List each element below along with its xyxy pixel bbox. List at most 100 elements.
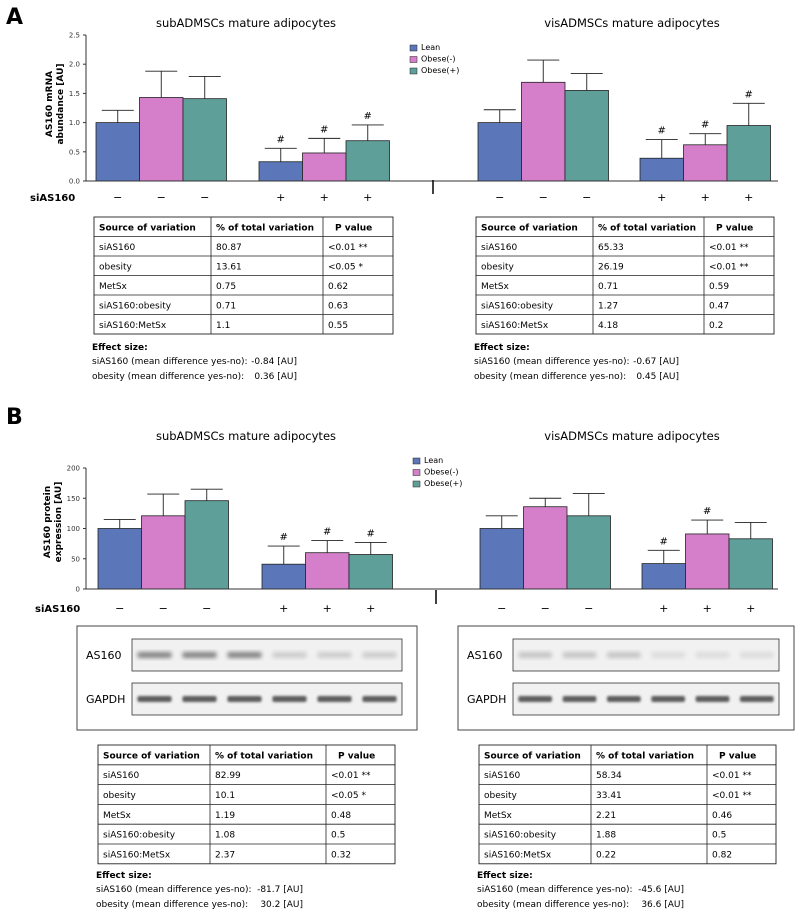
si-sign: − — [157, 191, 166, 204]
subplot-title: visADMSCs mature adipocytes — [544, 429, 719, 443]
table-cell: 0.75 — [216, 282, 236, 292]
effect-size-title: Effect size: — [474, 343, 530, 353]
table-header-cell: P value — [335, 223, 372, 233]
si-sign: − — [497, 602, 506, 615]
table-cell: 65.33 — [598, 243, 624, 253]
effect-size-title: Effect size: — [96, 871, 152, 881]
blot-band — [606, 652, 641, 658]
bar — [523, 506, 568, 590]
effect-size-value: 36.6 [AU] — [641, 900, 684, 910]
table-cell: <0.01 ** — [328, 243, 368, 253]
bar — [521, 81, 566, 182]
table-cell: MetSx — [99, 282, 128, 292]
table-cell: siAS160 — [103, 771, 140, 781]
significance-mark: # — [277, 134, 285, 145]
si-row-label: siAS160 — [35, 604, 80, 615]
bar — [564, 90, 609, 182]
bar — [141, 515, 186, 590]
blot-band — [182, 696, 217, 702]
table-cell: 10.1 — [215, 791, 235, 801]
blot-band — [518, 696, 553, 702]
legend-swatch — [412, 480, 421, 488]
y-axis-label: AS160 proteinexpression [AU] — [43, 482, 64, 563]
table-cell: 0.82 — [712, 850, 732, 860]
legend-swatch — [409, 56, 418, 63]
y-tick-label: 2.5 — [69, 32, 80, 40]
table-cell: <0.01 ** — [709, 243, 749, 253]
y-tick-label: 0.0 — [69, 178, 80, 186]
table-cell: <0.01 ** — [712, 771, 752, 781]
table-header-cell: P value — [716, 223, 753, 233]
table-header-cell: P value — [338, 751, 375, 761]
blot-band — [227, 696, 262, 702]
si-sign: − — [159, 602, 168, 615]
blot-band — [651, 652, 686, 658]
bar — [345, 140, 390, 182]
bar — [182, 98, 227, 182]
legend-swatch — [409, 67, 418, 75]
y-axis-label-line: AS160 protein — [43, 486, 53, 558]
blot-band — [739, 696, 774, 702]
western-blot: AS160 GAPDH — [457, 625, 795, 731]
legend-swatch — [409, 44, 418, 52]
effect-size-label: siAS160 (mean difference yes-no): — [92, 357, 248, 367]
y-axis-label-line: AS160 mRNA — [45, 71, 55, 137]
bar — [261, 563, 306, 590]
table-cell: <0.05 * — [328, 262, 363, 272]
blot-band — [362, 652, 397, 658]
y-axis-label-line: expression [AU] — [54, 482, 64, 563]
legend-label: Obese(+) — [421, 66, 459, 75]
effect-size-title: Effect size: — [92, 343, 148, 353]
table-cell: 0.5 — [331, 831, 345, 841]
table-cell: obesity — [103, 791, 136, 801]
bar — [302, 152, 347, 182]
blot-band — [606, 696, 641, 702]
bar — [95, 122, 140, 182]
significance-mark: # — [280, 532, 288, 543]
si-sign: + — [366, 602, 375, 615]
effect-size-value: 30.2 [AU] — [260, 900, 303, 910]
subplot-title: visADMSCs mature adipocytes — [544, 16, 719, 30]
effect-size-label: obesity (mean difference yes-no): — [92, 372, 244, 382]
si-sign: − — [541, 602, 550, 615]
blot-band — [272, 652, 307, 658]
table-header-cell: % of total variation — [216, 223, 314, 233]
table-cell: 0.47 — [709, 301, 729, 311]
y-tick-label: 0.5 — [69, 148, 80, 156]
table-header-cell: Source of variation — [99, 223, 196, 233]
table-cell: siAS160:obesity — [481, 301, 554, 311]
si-sign: + — [320, 191, 329, 204]
table-cell: obesity — [484, 791, 517, 801]
effect-size-value: -0.67 [AU] — [633, 357, 679, 367]
table-header-cell: Source of variation — [103, 751, 200, 761]
table-header-cell: % of total variation — [598, 223, 696, 233]
blot-label: AS160 — [467, 649, 503, 662]
table-cell: siAS160:obesity — [103, 831, 176, 841]
legend-label: Lean — [424, 456, 443, 465]
table-cell: 0.2 — [709, 321, 723, 331]
significance-mark: # — [745, 89, 753, 100]
table-cell: 2.37 — [215, 850, 235, 860]
si-sign: + — [659, 602, 668, 615]
effect-size-label: siAS160 (mean difference yes-no): — [96, 885, 252, 895]
subplot-title: subADMSCs mature adipocytes — [156, 16, 336, 30]
si-sign: + — [363, 191, 372, 204]
legend-label: Obese(-) — [421, 55, 456, 64]
y-tick-label: 50 — [71, 555, 80, 563]
table-cell: siAS160:MetSx — [481, 321, 549, 331]
table-cell: 1.27 — [598, 301, 618, 311]
effect-size-label: siAS160 (mean difference yes-no): — [477, 885, 633, 895]
y-tick-label: 200 — [67, 465, 80, 473]
blot-band — [317, 652, 352, 658]
significance-mark: # — [658, 126, 666, 137]
si-sign: + — [279, 602, 288, 615]
table-cell: <0.01 ** — [712, 791, 752, 801]
effect-size-label: obesity (mean difference yes-no): — [474, 372, 626, 382]
y-axis-label: AS160 mRNAabundance [AU] — [45, 63, 66, 144]
effect-size-label: obesity (mean difference yes-no): — [477, 900, 629, 910]
table-cell: 80.87 — [216, 243, 242, 253]
si-sign: − — [202, 602, 211, 615]
table-cell: 0.71 — [216, 301, 236, 311]
table-header-cell: P value — [719, 751, 756, 761]
effect-size-value: -0.84 [AU] — [251, 357, 297, 367]
